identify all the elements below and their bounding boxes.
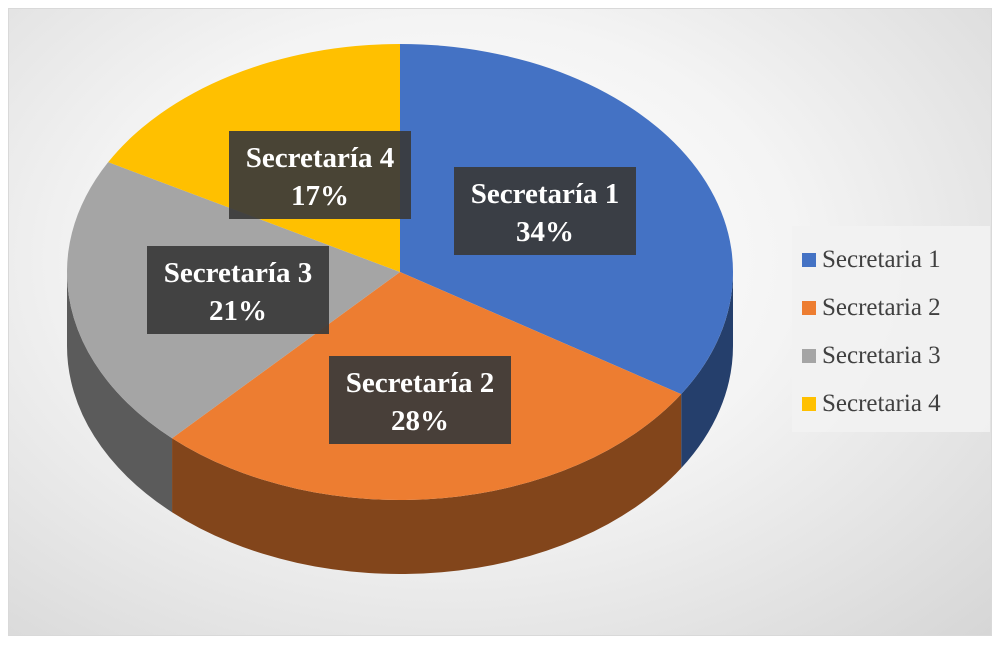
legend-item-3: Secretaria 3 xyxy=(802,332,990,380)
data-label-2: Secretaría 2 28% xyxy=(329,356,511,444)
data-label-4: Secretaría 4 17% xyxy=(229,131,411,219)
legend-item-2: Secretaria 2 xyxy=(802,284,990,332)
data-label-percent-1: 34% xyxy=(516,216,574,248)
data-label-3: Secretaría 3 21% xyxy=(147,246,329,334)
data-label-percent-4: 17% xyxy=(291,180,349,212)
legend-label-1: Secretaria 1 xyxy=(822,246,941,273)
legend-label-2: Secretaria 2 xyxy=(822,294,941,321)
data-label-name-3: Secretaría 3 xyxy=(164,257,312,289)
data-label-box-2 xyxy=(329,356,511,444)
legend-swatch-3 xyxy=(802,349,816,363)
legend-swatch-4 xyxy=(802,397,816,411)
slice-side-1 xyxy=(681,272,733,469)
legend-label-3: Secretaria 3 xyxy=(822,342,941,369)
data-label-name-2: Secretaría 2 xyxy=(346,367,494,399)
data-label-box-1 xyxy=(454,167,636,255)
slice-side-3 xyxy=(67,272,173,513)
data-label-percent-2: 28% xyxy=(391,405,449,437)
slice-side-2 xyxy=(172,394,682,574)
data-label-box-4 xyxy=(229,131,411,219)
legend: Secretaria 1 Secretaria 2 Secretaria 3 S… xyxy=(792,226,990,432)
data-label-percent-3: 21% xyxy=(209,295,267,327)
data-label-name-4: Secretaría 4 xyxy=(246,142,394,174)
data-label-box-3 xyxy=(147,246,329,334)
legend-item-4: Secretaria 4 xyxy=(802,380,990,428)
legend-swatch-2 xyxy=(802,301,816,315)
legend-item-1: Secretaria 1 xyxy=(802,236,990,284)
legend-label-4: Secretaria 4 xyxy=(822,390,941,417)
data-label-1: Secretaría 1 34% xyxy=(454,167,636,255)
data-label-name-1: Secretaría 1 xyxy=(471,178,619,210)
legend-swatch-1 xyxy=(802,253,816,267)
